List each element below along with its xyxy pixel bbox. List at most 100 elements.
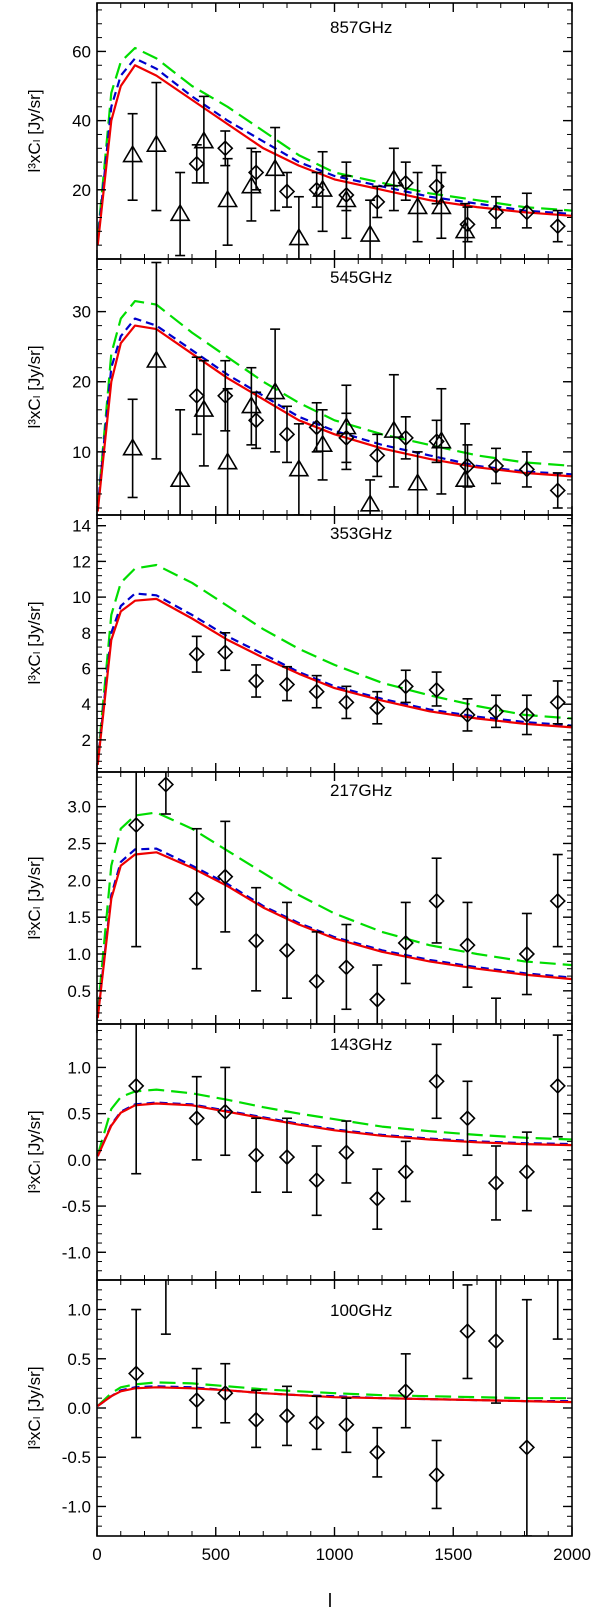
data-point bbox=[428, 419, 445, 464]
series-line-red-solid bbox=[97, 64, 572, 246]
series-line-red-solid bbox=[97, 851, 572, 1019]
triangle-marker bbox=[312, 179, 334, 197]
y-tick-label: 1.0 bbox=[67, 1301, 91, 1320]
data-point bbox=[157, 772, 175, 815]
data-point bbox=[338, 1120, 355, 1184]
diamond-marker bbox=[338, 1144, 355, 1161]
diamond-marker bbox=[397, 678, 414, 695]
data-point bbox=[122, 112, 144, 201]
data-point bbox=[487, 1145, 505, 1221]
data-point bbox=[247, 1389, 265, 1449]
diamond-marker bbox=[369, 447, 386, 464]
triangle-marker bbox=[430, 196, 452, 215]
diamond-marker bbox=[217, 387, 234, 404]
data-point bbox=[489, 997, 503, 1046]
data-point bbox=[128, 772, 145, 948]
data-point bbox=[217, 130, 234, 167]
data-point bbox=[549, 853, 566, 948]
diamond-marker bbox=[369, 1444, 386, 1461]
diamond-marker bbox=[369, 1190, 386, 1207]
y-tick-labels: 2 4 6 8 10 12 14 bbox=[72, 517, 91, 750]
y-tick-label: 30 bbox=[72, 303, 91, 322]
points-layer bbox=[128, 1024, 566, 1230]
data-point bbox=[247, 1117, 265, 1194]
diamond-marker bbox=[157, 776, 175, 793]
data-point bbox=[247, 391, 265, 450]
diamond-marker bbox=[278, 1148, 296, 1166]
data-point bbox=[397, 1353, 414, 1429]
panel-100ghz: -1.0 -0.5 0.0 0.5 1.0 0 500 1000 1500 2000 100GH… bbox=[25, 1253, 591, 1612]
data-point bbox=[338, 412, 355, 464]
diamond-marker bbox=[188, 155, 205, 172]
y-tick-label: 10 bbox=[72, 588, 91, 607]
series-line-green-dashed bbox=[97, 563, 572, 762]
diamond-marker bbox=[489, 1032, 503, 1046]
data-point bbox=[369, 433, 386, 478]
y-tick-label: -0.5 bbox=[62, 1448, 91, 1467]
diamond-marker bbox=[247, 412, 265, 429]
diamond-marker bbox=[247, 1411, 265, 1428]
ticks-layer bbox=[96, 259, 573, 515]
y-axis-label: l³xCₗ [Jy/sr] bbox=[25, 856, 44, 939]
y-tick-label: 20 bbox=[72, 373, 91, 392]
triangle-marker bbox=[312, 434, 334, 452]
data-point bbox=[459, 206, 476, 243]
series-line-blue-dashed bbox=[97, 317, 572, 509]
data-point bbox=[278, 1385, 296, 1447]
diamond-marker bbox=[397, 174, 414, 192]
y-axis-label: l³xCₗ [Jy/sr] bbox=[25, 1110, 44, 1193]
diamond-marker bbox=[549, 482, 566, 499]
data-point bbox=[407, 171, 429, 243]
series-layer bbox=[97, 1088, 572, 1157]
series-line-green-dashed bbox=[97, 300, 572, 509]
data-point bbox=[169, 408, 191, 515]
triangle-marker bbox=[217, 451, 239, 470]
diamond-marker bbox=[128, 1077, 145, 1095]
data-point bbox=[383, 147, 405, 212]
panel-frame bbox=[96, 2, 573, 260]
data-point bbox=[454, 423, 476, 515]
diamond-marker bbox=[247, 164, 265, 181]
diamond-marker bbox=[549, 218, 566, 235]
diamond-marker bbox=[308, 181, 325, 198]
data-point bbox=[217, 157, 239, 246]
panel-title: 857GHz bbox=[330, 18, 392, 37]
diamond-marker bbox=[247, 672, 265, 690]
y-tick-label: 6 bbox=[82, 659, 91, 678]
diamond-marker bbox=[159, 1253, 173, 1267]
data-point bbox=[217, 387, 239, 515]
data-point bbox=[397, 901, 414, 985]
data-point bbox=[240, 147, 262, 222]
data-point bbox=[549, 680, 566, 725]
y-axis-label: l³xCₗ [Jy/sr] bbox=[25, 89, 44, 172]
data-point bbox=[240, 366, 262, 446]
diamond-marker bbox=[278, 942, 296, 959]
series-line-red-solid bbox=[97, 1386, 572, 1407]
diamond-marker bbox=[549, 892, 566, 910]
y-tick-label: 0.0 bbox=[67, 1151, 91, 1170]
diamond-marker bbox=[428, 433, 445, 450]
data-point bbox=[428, 1439, 445, 1510]
data-point bbox=[430, 171, 452, 240]
x-tick-label: 1500 bbox=[434, 1545, 472, 1564]
y-tick-label: 60 bbox=[72, 42, 91, 61]
data-point bbox=[397, 416, 414, 460]
diamond-marker bbox=[428, 1466, 445, 1484]
panel-857ghz: 20 40 60 857GHz l³xCₗ [Jy/sr] bbox=[25, 2, 573, 260]
diamond-marker bbox=[428, 178, 445, 195]
y-tick-label: 14 bbox=[72, 517, 91, 536]
data-point bbox=[188, 1367, 205, 1429]
x-tick-labels: 0 500 1000 1500 2000 bbox=[92, 1545, 591, 1564]
points-layer bbox=[128, 1253, 563, 1536]
data-point bbox=[487, 195, 505, 229]
panel-frame bbox=[96, 514, 573, 773]
data-point bbox=[428, 671, 445, 707]
data-point bbox=[383, 373, 405, 488]
data-point bbox=[193, 95, 215, 184]
data-point bbox=[145, 261, 167, 460]
panel-title: 545GHz bbox=[330, 268, 392, 287]
data-point bbox=[188, 827, 205, 970]
data-point bbox=[454, 202, 476, 259]
y-tick-labels: 20 40 60 bbox=[72, 42, 91, 199]
diamond-marker bbox=[338, 429, 355, 446]
